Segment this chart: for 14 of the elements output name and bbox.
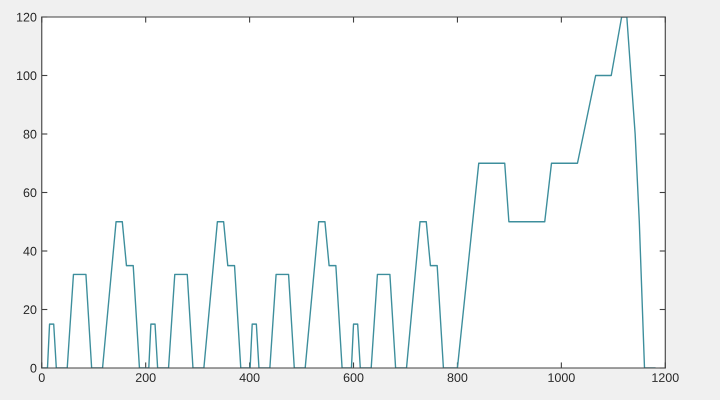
y-tick-label: 20: [24, 305, 36, 314]
y-tick-label: 120: [17, 12, 36, 22]
y-tick-label: 100: [17, 71, 36, 80]
x-tick-label: 400: [239, 373, 260, 382]
y-tick-label: 0: [30, 364, 36, 373]
x-tick-label: 1200: [652, 373, 679, 382]
y-tick-label: 80: [24, 130, 36, 139]
x-tick-label: 1000: [548, 373, 575, 382]
y-tick-label: 40: [23, 246, 36, 256]
x-tick-label: 0: [38, 373, 45, 382]
x-tick-label: 600: [344, 373, 364, 382]
x-tick-label: 200: [136, 373, 156, 382]
x-tick-label: 800: [448, 373, 468, 382]
y-tick-label: 60: [24, 188, 36, 198]
